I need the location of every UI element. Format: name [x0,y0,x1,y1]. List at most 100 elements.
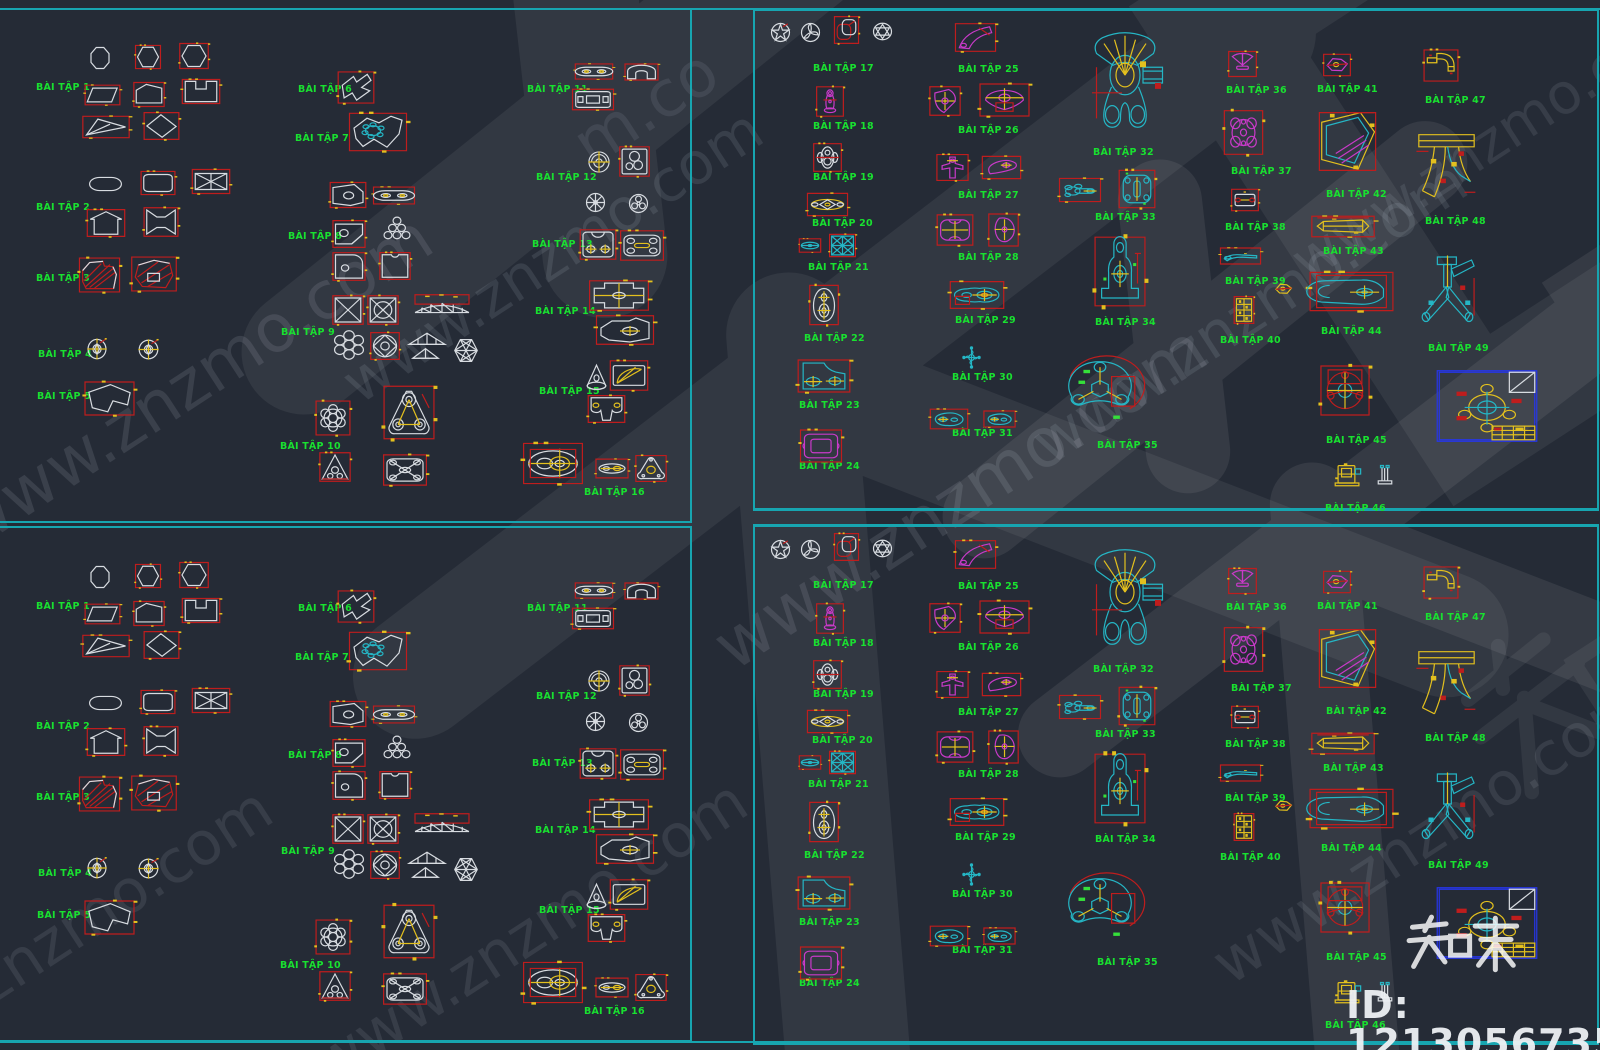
glyph-h-plate [586,798,653,831]
exercise-label: BÀI TẬP 11 [527,84,588,95]
exercise-label: BÀI TẬP 10 [280,441,341,452]
exercise-label: BÀI TẬP 9 [281,846,335,857]
glyph-post-pair [1373,979,1397,1007]
panel-bottom-right[interactable] [753,524,1599,1045]
exercise-label: BÀI TẬP 13 [532,758,593,769]
glyph-fan-plate [608,878,651,911]
exercise-label: BÀI TẬP 24 [799,978,860,989]
glyph-diamond [142,630,182,660]
glyph-parallelogram [83,603,123,625]
glyph-grid-block [1233,295,1256,325]
glyph-curve-bracket [953,539,999,570]
glyph-bean-plate [928,408,971,430]
exercise-label: BÀI TẬP 9 [281,327,335,338]
panel-top-right[interactable] [753,8,1599,511]
exercise-label: BÀI TẬP 45 [1326,435,1387,446]
glyph-small-part [1322,570,1353,594]
glyph-small-part [1322,53,1353,77]
glyph-plate-4circle [618,749,667,781]
glyph-tri-long [80,115,133,139]
glyph-circle-cluster [314,399,353,437]
glyph-poly-star [346,630,411,672]
glyph-round-rect [139,689,178,715]
glyph-bean-plate [982,410,1018,428]
glyph-octagon [88,44,112,72]
exercise-label: BÀI TẬP 8 [288,750,342,761]
glyph-grid-block [1233,812,1256,842]
panel-top-left[interactable] [0,8,692,523]
exercise-label: BÀI TẬP 39 [1225,793,1286,804]
exercise-label: BÀI TẬP 21 [808,262,869,273]
panel-bottom-left[interactable] [0,526,692,1042]
glyph-oval-link [594,977,630,998]
exercise-label: BÀI TẬP 37 [1231,166,1292,177]
glyph-wheel-3hole [626,191,651,216]
exercise-label: BÀI TẬP 35 [1097,440,1158,451]
glyph-diamond-circle [369,331,402,361]
glyph-house [85,727,128,757]
glyph-stadium-line [798,238,822,253]
exercise-label: BÀI TẬP 44 [1321,843,1382,854]
glyph-ellipse-flange [520,960,587,1005]
glyph-elbow-pipe [1422,48,1461,83]
exercise-label: BÀI TẬP 33 [1095,729,1156,740]
glyph-triangle-rotor [381,902,438,961]
glyph-ellipse-flange [520,441,586,486]
exercise-label: BÀI TẬP 26 [958,642,1019,653]
exercise-label: BÀI TẬP 19 [813,689,874,700]
glyph-slot-flange [1117,168,1158,210]
exercise-label: BÀI TẬP 48 [1425,733,1486,744]
glyph-clamp-assembly [1330,980,1367,1007]
glyph-truss-bridge [406,813,478,840]
exercise-label: BÀI TẬP 2 [36,202,90,213]
glyph-hole-plate [328,700,369,728]
glyph-pent-plate [132,600,167,627]
znzmo-logo-icon [1406,914,1520,973]
glyph-blob-plate [593,314,658,346]
glyph-slot-plate [570,607,617,630]
glyph-corner-plate [331,770,368,801]
glyph-tri-long [80,634,133,658]
glyph-plate-2hole-arc [578,747,619,780]
exercise-label: BÀI TẬP 29 [955,315,1016,326]
glyph-teardrop [987,212,1021,248]
exercise-label: BÀI TẬP 20 [812,218,873,229]
glyph-stadium [87,172,124,196]
exercise-label: BÀI TẬP 38 [1225,222,1286,233]
glyph-tri-flange [634,454,669,483]
glyph-circle-flower [328,326,370,364]
glyph-y-pipe [1408,118,1485,215]
glyph-hook-lever [1218,764,1264,782]
exercise-label: BÀI TẬP 49 [1428,860,1489,871]
glyph-scallop-gear [1222,108,1266,157]
glyph-l-plate [795,359,854,394]
glyph-hook-lever [1218,247,1264,265]
exercise-label: BÀI TẬP 3 [36,792,90,803]
glyph-spoke-wheel [583,190,608,215]
exercise-label: BÀI TẬP 28 [958,769,1019,780]
glyph-cam-cross [928,85,963,117]
exercise-label: BÀI TẬP 20 [812,735,873,746]
glyph-tri-rotor-arc [1047,864,1153,936]
exercise-label: BÀI TẬP 43 [1323,246,1384,257]
exercise-label: BÀI TẬP 25 [958,581,1019,592]
glyph-frame-plate [798,946,845,981]
glyph-blob-plate [593,833,658,865]
exercise-label: BÀI TẬP 17 [813,580,874,591]
glyph-big-bracket [1077,18,1173,144]
glyph-pentagon-plate [1310,103,1385,180]
glyph-bean-plate [928,926,971,947]
glyph-tri-rotor-arc [1047,347,1153,419]
exercise-label: BÀI TẬP 35 [1097,957,1158,968]
glyph-notch-plate [378,251,413,281]
glyph-link-2hole [573,582,616,599]
glyph-arrow-poly [336,70,377,105]
glyph-fan-plate [608,359,651,392]
glyph-clamp-assembly [1330,463,1367,490]
exercise-label: BÀI TẬP 32 [1093,147,1154,158]
glyph-orn-wings [812,142,844,173]
glyph-bolt-flange [1318,363,1373,418]
glyph-hex-web [451,336,481,365]
glyph-octagon [88,563,112,591]
exercise-label: BÀI TẬP 45 [1326,952,1387,963]
